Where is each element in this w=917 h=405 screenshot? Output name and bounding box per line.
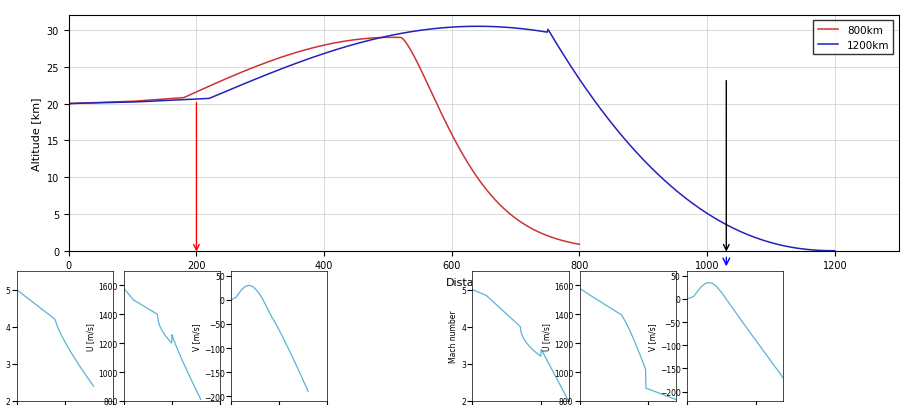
800km: [359, 37, 370, 42]
Y-axis label: U [m/s]: U [m/s]: [86, 322, 95, 350]
800km: [373, 36, 384, 41]
1200km: [829, 249, 840, 254]
1200km: [373, 36, 384, 41]
800km: [451, 142, 462, 147]
Y-axis label: U [m/s]: U [m/s]: [542, 322, 551, 350]
1200km: [675, 192, 686, 197]
800km: [503, 211, 514, 216]
Y-axis label: V [m/s]: V [m/s]: [193, 322, 201, 350]
Y-axis label: Mach number: Mach number: [0, 310, 3, 362]
Line: 1200km: 1200km: [69, 27, 834, 251]
Line: 800km: 800km: [69, 38, 580, 245]
1200km: [661, 181, 672, 185]
Legend: 800km, 1200km: 800km, 1200km: [813, 21, 893, 55]
Y-axis label: V [m/s]: V [m/s]: [648, 322, 657, 350]
800km: [94, 101, 105, 106]
800km: [63, 102, 74, 107]
800km: [389, 36, 400, 41]
800km: [387, 36, 398, 41]
1200km: [401, 31, 412, 36]
1200km: [472, 25, 483, 30]
1200km: [590, 100, 601, 105]
1200km: [63, 102, 74, 107]
1200km: [141, 100, 152, 104]
Y-axis label: Altitude [km]: Altitude [km]: [31, 97, 41, 171]
Y-axis label: Mach number: Mach number: [449, 310, 458, 362]
X-axis label: Distance[km]: Distance[km]: [447, 276, 521, 286]
800km: [574, 242, 585, 247]
